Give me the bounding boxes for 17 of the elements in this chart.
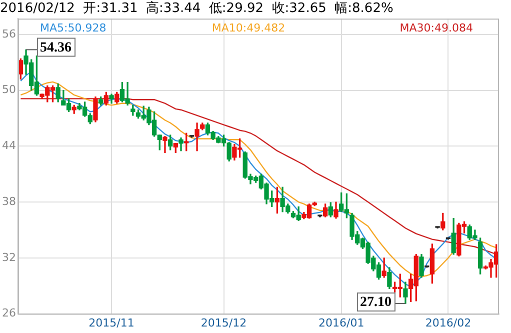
chart-title: 2016/02/12 开:31.31 高:33.44 低:29.92 收:32.65 幅:8.62% bbox=[0, 0, 394, 16]
x-tick-label: 2015/11 bbox=[88, 316, 134, 330]
annotation: 54.36 bbox=[40, 40, 72, 56]
annotation: 27.10 bbox=[360, 295, 392, 310]
text: MA10:49.482 bbox=[212, 21, 286, 34]
x-tick-label: 2016/02 bbox=[425, 316, 472, 330]
y-tick-label: 44 bbox=[2, 139, 16, 152]
y-tick-label: 56 bbox=[2, 27, 16, 40]
y-tick-label: 38 bbox=[2, 194, 16, 208]
x-tick-label: 2016/01 bbox=[318, 316, 364, 330]
text: MA30:49.084 bbox=[400, 21, 473, 34]
candlestick bbox=[318, 214, 322, 218]
y-tick-label: 50 bbox=[2, 83, 16, 96]
y-tick-label: 32 bbox=[2, 250, 16, 264]
x-tick-label: 2015/12 bbox=[200, 316, 247, 330]
y-tick-label: 26 bbox=[2, 306, 16, 320]
text: MA5:50.928 bbox=[40, 21, 106, 34]
